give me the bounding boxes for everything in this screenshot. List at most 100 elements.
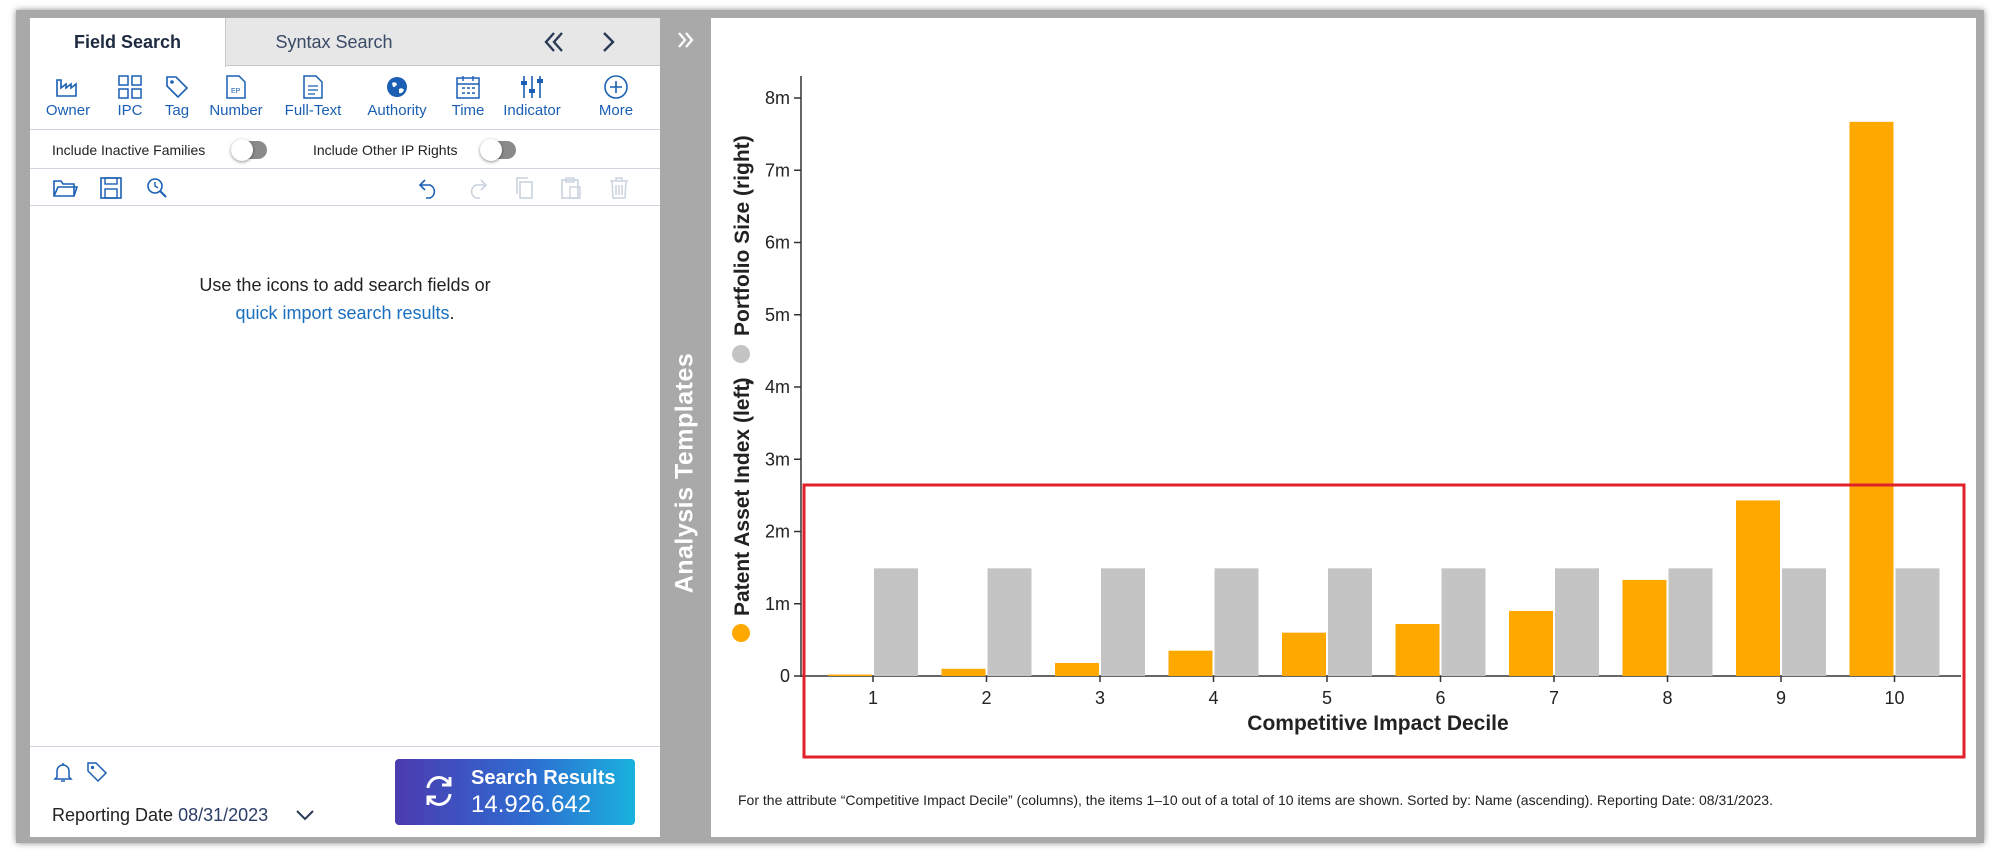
bar-patent-asset-index bbox=[1395, 623, 1440, 676]
legend-label-portfolio-size: Portfolio Size (right) bbox=[731, 135, 754, 336]
other-ip-rights-label: Include Other IP Rights bbox=[313, 142, 458, 158]
bar-portfolio-size bbox=[1668, 568, 1713, 676]
ipc-button[interactable]: IPC bbox=[114, 74, 146, 119]
bars bbox=[828, 121, 1940, 676]
undo-icon[interactable] bbox=[416, 176, 442, 200]
reporting-date-value: 08/31/2023 bbox=[178, 805, 269, 825]
authority-label: Authority bbox=[367, 102, 427, 119]
analysis-templates-label[interactable]: Analysis Templates bbox=[670, 352, 699, 594]
bar-patent-asset-index bbox=[1055, 662, 1099, 676]
quick-import-link[interactable]: quick import search results bbox=[235, 303, 450, 323]
bar-portfolio-size bbox=[874, 568, 918, 676]
more-button[interactable]: More bbox=[593, 74, 639, 119]
family-toggles: Include Inactive Families Include Other … bbox=[30, 131, 660, 169]
double-chevron-right-icon[interactable] bbox=[674, 28, 698, 52]
tag-button[interactable]: Tag bbox=[162, 74, 192, 119]
bar-portfolio-size bbox=[1782, 568, 1826, 676]
double-chevron-left-icon[interactable] bbox=[538, 26, 570, 58]
other-ip-rights-toggle[interactable] bbox=[480, 139, 516, 161]
search-results-label: Search Results bbox=[471, 767, 616, 789]
indicator-label: Indicator bbox=[503, 102, 561, 119]
bar-patent-asset-index bbox=[1849, 121, 1894, 676]
tab-syntax-search[interactable]: Syntax Search bbox=[275, 32, 393, 52]
tab-field-search[interactable]: Field Search bbox=[30, 18, 226, 67]
number-button[interactable]: EP Number bbox=[206, 74, 266, 119]
chevron-down-icon[interactable] bbox=[294, 805, 316, 825]
factory-icon bbox=[56, 79, 77, 97]
bar-portfolio-size bbox=[1214, 568, 1259, 676]
trash-icon[interactable] bbox=[606, 176, 632, 200]
authority-button[interactable]: Authority bbox=[360, 74, 434, 119]
bar-patent-asset-index bbox=[1509, 610, 1553, 676]
save-icon[interactable] bbox=[98, 176, 124, 200]
bar-portfolio-size bbox=[1101, 568, 1145, 676]
query-actions bbox=[30, 170, 660, 206]
full-text-button[interactable]: Full-Text bbox=[280, 74, 346, 119]
tag-label: Tag bbox=[164, 102, 190, 119]
x-axis-ticks: 1 2 3 4 5 6 7 8 9 10 bbox=[868, 676, 1905, 708]
legend-marker-portfolio-size bbox=[732, 345, 750, 363]
chart-panel: Patent Asset Index (left) , Portfolio Si… bbox=[711, 18, 1976, 837]
paste-icon[interactable] bbox=[558, 176, 584, 200]
x-axis-title: Competitive Impact Decile bbox=[1247, 712, 1508, 735]
search-results-count: 14.926.642 bbox=[471, 791, 592, 818]
y-tick-label: 3m bbox=[765, 449, 790, 469]
globe-icon bbox=[387, 77, 407, 97]
owner-button[interactable]: Owner bbox=[44, 74, 92, 119]
redo-icon[interactable] bbox=[464, 176, 490, 200]
copy-icon[interactable] bbox=[512, 176, 538, 200]
y-tick-label: 1m bbox=[765, 594, 790, 614]
bar-patent-asset-index bbox=[1168, 650, 1213, 676]
bar-portfolio-size bbox=[1555, 568, 1599, 676]
search-panel: Field Search Syntax Search Owner IPC Tag… bbox=[30, 18, 660, 837]
legend-label-patent-asset-index: Patent Asset Index (left) bbox=[731, 378, 754, 616]
search-results-button[interactable]: Search Results 14.926.642 bbox=[395, 759, 635, 825]
x-tick-label: 6 bbox=[1435, 688, 1445, 708]
x-tick-label: 4 bbox=[1208, 688, 1218, 708]
empty-query-hint: Use the icons to add search fields or qu… bbox=[30, 271, 660, 327]
number-label: Number bbox=[209, 102, 263, 119]
search-field-toolbar: Owner IPC Tag EP Number Full-Text Author… bbox=[30, 66, 660, 130]
y-tick-label: 8m bbox=[765, 88, 790, 108]
bar-patent-asset-index bbox=[828, 674, 872, 676]
inactive-families-toggle[interactable] bbox=[231, 139, 267, 161]
x-tick-label: 2 bbox=[981, 688, 991, 708]
y-axis-ticks: 0 1m 2m 3m 4m 5m 6m 7m 8m bbox=[765, 88, 801, 686]
more-label: More bbox=[598, 102, 634, 119]
full-text-label: Full-Text bbox=[284, 102, 342, 119]
y-tick-label: 0 bbox=[780, 666, 790, 686]
x-tick-label: 9 bbox=[1776, 688, 1786, 708]
bar-patent-asset-index bbox=[1622, 579, 1667, 676]
inactive-families-label: Include Inactive Families bbox=[52, 142, 206, 158]
bar-portfolio-size bbox=[1895, 568, 1940, 676]
hint-period: . bbox=[449, 303, 455, 323]
x-tick-label: 1 bbox=[868, 688, 878, 708]
search-footer: Reporting Date 08/31/2023 Search Results… bbox=[30, 746, 660, 837]
folder-open-icon[interactable] bbox=[52, 176, 78, 200]
tag-icon[interactable] bbox=[86, 761, 108, 783]
indicator-button[interactable]: Indicator bbox=[496, 74, 568, 119]
ep-document-icon: EP bbox=[226, 75, 246, 99]
analysis-templates-strip: Analysis Templates bbox=[660, 18, 711, 837]
x-tick-label: 8 bbox=[1662, 688, 1672, 708]
time-button[interactable]: Time bbox=[448, 74, 488, 119]
search-history-icon[interactable] bbox=[144, 176, 170, 200]
svg-text:EP: EP bbox=[231, 88, 241, 95]
search-tabs: Field Search Syntax Search bbox=[30, 18, 660, 67]
x-tick-label: 10 bbox=[1884, 688, 1904, 708]
bar-portfolio-size bbox=[1441, 568, 1486, 676]
bell-icon[interactable] bbox=[52, 761, 74, 783]
reporting-date: Reporting Date 08/31/2023 bbox=[52, 805, 268, 826]
x-tick-label: 3 bbox=[1095, 688, 1105, 708]
chevron-right-icon[interactable] bbox=[592, 26, 624, 58]
owner-label: Owner bbox=[45, 102, 91, 119]
y-tick-label: 6m bbox=[765, 233, 790, 253]
document-icon bbox=[303, 75, 323, 99]
reporting-date-label: Reporting Date bbox=[52, 805, 174, 825]
bar-chart: Patent Asset Index (left) , Portfolio Si… bbox=[731, 76, 1966, 759]
y-tick-label: 5m bbox=[765, 305, 790, 325]
ipc-label: IPC bbox=[117, 102, 143, 119]
toggle-knob bbox=[231, 139, 253, 161]
x-tick-label: 5 bbox=[1322, 688, 1332, 708]
x-tick-label: 7 bbox=[1549, 688, 1559, 708]
